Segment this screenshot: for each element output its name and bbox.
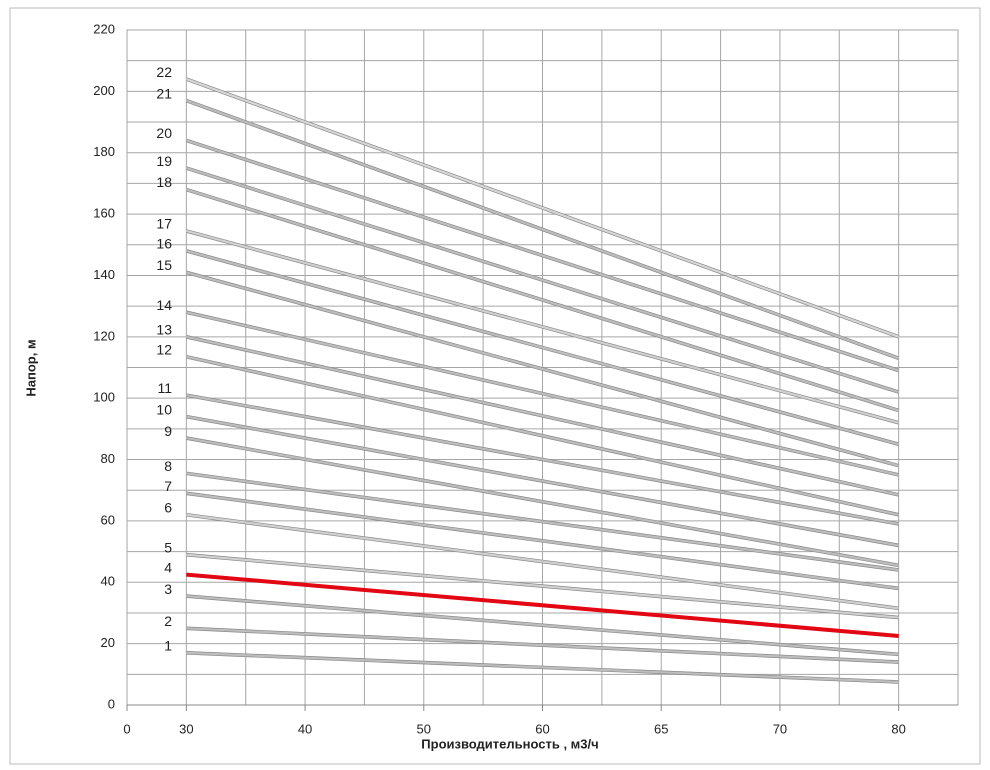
series-line	[186, 492, 899, 590]
series-label: 10	[156, 401, 172, 417]
series-label: 22	[156, 64, 172, 80]
series-line	[186, 553, 899, 619]
y-tick-label: 220	[93, 21, 115, 36]
series-label: 12	[156, 341, 172, 357]
series-label: 20	[156, 125, 172, 141]
series-line	[186, 271, 899, 467]
series-label: 4	[164, 559, 172, 575]
series-line	[186, 311, 899, 476]
series-label: 6	[164, 499, 172, 515]
y-tick-label: 80	[101, 451, 115, 466]
series-label: 9	[164, 423, 172, 439]
series-line	[186, 513, 899, 610]
series-line	[186, 627, 899, 664]
series-label: 1	[164, 638, 172, 654]
series-label: 15	[156, 257, 172, 273]
series-line	[186, 572, 899, 638]
series-line	[185, 78, 900, 338]
x-tick-label: 30	[179, 721, 193, 736]
y-tick-label: 0	[108, 696, 115, 711]
y-tick-label: 120	[93, 328, 115, 343]
y-tick-label: 20	[101, 635, 115, 650]
series-line	[186, 249, 899, 446]
series-label: 3	[164, 581, 172, 597]
x-tick-label: 0	[123, 721, 130, 736]
series-line	[186, 335, 899, 496]
series-label: 16	[156, 236, 172, 252]
series-line	[186, 188, 899, 412]
y-tick-label: 100	[93, 390, 115, 405]
x-tick-label: 65	[654, 721, 668, 736]
series-label: 18	[156, 174, 172, 190]
series-line	[186, 167, 899, 394]
y-tick-label: 200	[93, 83, 115, 98]
series-line	[186, 139, 899, 372]
series-line	[186, 394, 899, 526]
series-label: 17	[156, 216, 172, 232]
y-tick-label: 140	[93, 267, 115, 282]
y-axis-label: Напор, м	[23, 339, 38, 396]
series-label: 11	[157, 380, 172, 396]
series-label: 21	[156, 85, 172, 101]
y-tick-label: 60	[101, 512, 115, 527]
series-line	[186, 472, 899, 572]
series-label: 5	[164, 539, 172, 555]
series-line	[186, 229, 899, 424]
series-line	[186, 594, 899, 656]
series-line	[186, 651, 899, 684]
y-tick-label: 40	[101, 574, 115, 589]
y-tick-label: 180	[93, 144, 115, 159]
series-line	[186, 436, 899, 567]
series-label: 19	[156, 153, 172, 169]
series-label: 7	[164, 478, 172, 494]
x-tick-label: 40	[298, 721, 312, 736]
x-tick-label: 60	[535, 721, 549, 736]
series-line	[186, 355, 899, 516]
series-label: 14	[156, 297, 172, 313]
series-label: 13	[156, 322, 172, 338]
y-tick-label: 160	[93, 206, 115, 221]
x-axis-label: Производительность , м3/ч	[421, 736, 598, 751]
series-label: 2	[164, 613, 172, 629]
series-line	[185, 99, 900, 360]
x-tick-label: 80	[891, 721, 905, 736]
series-line	[186, 415, 899, 547]
series-label: 8	[164, 458, 172, 474]
x-tick-label: 50	[417, 721, 431, 736]
x-tick-label: 70	[773, 721, 787, 736]
